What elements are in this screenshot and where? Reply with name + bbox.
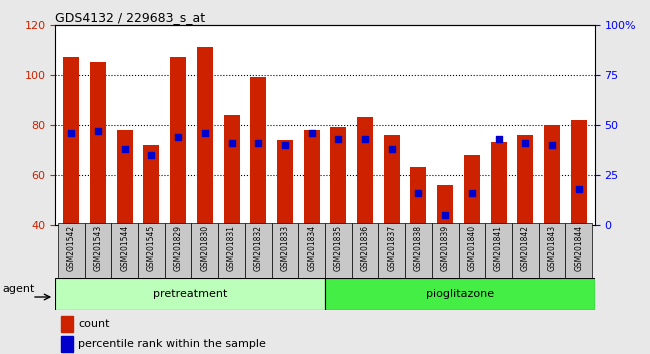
Point	[306, 130, 317, 136]
Bar	[197, 47, 213, 225]
Text: percentile rank within the sample: percentile rank within the sample	[78, 339, 266, 349]
Bar	[224, 115, 240, 225]
Point	[360, 136, 370, 142]
Bar	[192, 223, 218, 278]
Bar	[437, 185, 453, 225]
Text: GSM201843: GSM201843	[547, 225, 556, 271]
Text: pioglitazone: pioglitazone	[426, 289, 494, 299]
Bar	[325, 278, 595, 310]
Bar	[517, 135, 533, 225]
Text: GSM201840: GSM201840	[467, 225, 476, 271]
Text: GSM201830: GSM201830	[200, 225, 209, 271]
Text: GSM201838: GSM201838	[414, 225, 423, 271]
Bar	[464, 155, 480, 225]
Text: GSM201841: GSM201841	[494, 225, 503, 271]
Bar	[164, 223, 192, 278]
Bar	[272, 223, 298, 278]
Bar	[384, 135, 400, 225]
Bar	[432, 223, 458, 278]
Text: GSM201832: GSM201832	[254, 225, 263, 271]
Point	[173, 134, 183, 139]
Text: GSM201544: GSM201544	[120, 225, 129, 271]
Bar	[250, 77, 266, 225]
Bar	[330, 127, 346, 225]
Text: GSM201831: GSM201831	[227, 225, 236, 271]
Bar	[539, 223, 566, 278]
Bar	[405, 223, 432, 278]
Point	[333, 136, 344, 142]
Bar	[60, 316, 73, 332]
Point	[200, 130, 210, 136]
Text: GSM201839: GSM201839	[441, 225, 450, 271]
Point	[440, 212, 450, 218]
Text: GSM201543: GSM201543	[94, 225, 103, 271]
Text: GSM201837: GSM201837	[387, 225, 396, 271]
Bar	[245, 223, 272, 278]
Point	[120, 146, 130, 152]
Bar	[55, 278, 325, 310]
Bar	[512, 223, 539, 278]
Text: count: count	[78, 319, 109, 329]
Bar	[90, 62, 106, 225]
Text: agent: agent	[3, 284, 35, 294]
Bar	[304, 130, 320, 225]
Text: GSM201829: GSM201829	[174, 225, 183, 271]
Bar	[111, 223, 138, 278]
Text: GSM201836: GSM201836	[361, 225, 370, 271]
Point	[413, 190, 424, 196]
Bar	[144, 145, 159, 225]
Point	[253, 140, 263, 145]
Bar	[571, 120, 587, 225]
Point	[93, 128, 103, 133]
Point	[66, 130, 77, 136]
Text: GSM201844: GSM201844	[574, 225, 583, 271]
Bar	[357, 117, 373, 225]
Bar	[58, 223, 84, 278]
Bar	[566, 223, 592, 278]
Point	[387, 146, 397, 152]
Bar	[298, 223, 325, 278]
Bar	[544, 125, 560, 225]
Bar	[218, 223, 245, 278]
Point	[226, 140, 237, 145]
Point	[467, 190, 477, 196]
Point	[547, 142, 557, 148]
Bar	[325, 223, 352, 278]
Text: GSM201835: GSM201835	[334, 225, 343, 271]
Text: GSM201834: GSM201834	[307, 225, 316, 271]
Text: GDS4132 / 229683_s_at: GDS4132 / 229683_s_at	[55, 11, 205, 24]
Text: GSM201545: GSM201545	[147, 225, 156, 271]
Bar	[491, 142, 506, 225]
Point	[146, 152, 157, 158]
Bar	[486, 223, 512, 278]
Bar	[458, 223, 486, 278]
Point	[493, 136, 504, 142]
Bar	[410, 167, 426, 225]
Text: GSM201542: GSM201542	[67, 225, 76, 271]
Bar	[277, 140, 293, 225]
Bar	[63, 57, 79, 225]
Text: GSM201842: GSM201842	[521, 225, 530, 271]
Bar	[170, 57, 186, 225]
Text: pretreatment: pretreatment	[153, 289, 228, 299]
Bar	[352, 223, 378, 278]
Point	[520, 140, 530, 145]
Bar	[117, 130, 133, 225]
Text: GSM201833: GSM201833	[280, 225, 289, 271]
Point	[573, 186, 584, 192]
Bar	[60, 336, 73, 352]
Point	[280, 142, 290, 148]
Bar	[138, 223, 164, 278]
Bar	[378, 223, 405, 278]
Bar	[84, 223, 111, 278]
